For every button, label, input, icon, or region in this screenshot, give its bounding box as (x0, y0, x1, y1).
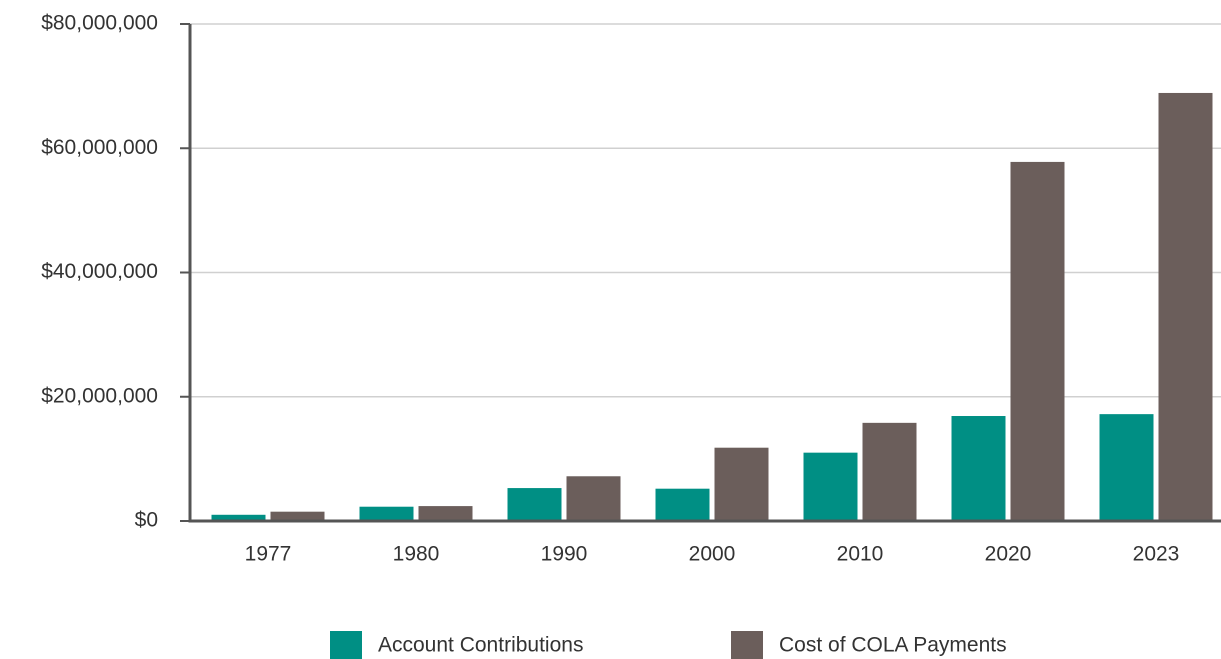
x-tick-label: 2020 (985, 543, 1032, 566)
bar (1010, 161, 1065, 522)
bar (1099, 414, 1154, 521)
bar (803, 452, 858, 521)
legend-label: Account Contributions (378, 634, 583, 657)
legend-swatch (731, 631, 763, 659)
x-tick-label: 1977 (245, 543, 292, 566)
y-tick-label: $80,000,000 (41, 12, 158, 35)
bar (418, 506, 473, 521)
bar (270, 511, 325, 521)
bar (951, 416, 1006, 521)
bar (507, 488, 562, 521)
bar (566, 476, 621, 521)
y-tick-label: $40,000,000 (41, 260, 158, 283)
legend-swatch (330, 631, 362, 659)
bar (655, 488, 710, 521)
x-tick-label: 1990 (541, 543, 588, 566)
x-tick-label: 1980 (393, 543, 440, 566)
y-tick-label: $20,000,000 (41, 384, 158, 407)
y-tick-label: $60,000,000 (41, 136, 158, 159)
bar (862, 422, 917, 521)
bar (1158, 92, 1213, 522)
legend-label: Cost of COLA Payments (779, 634, 1007, 657)
x-tick-label: 2023 (1133, 543, 1180, 566)
bar (211, 514, 266, 521)
y-tick-label: $0 (135, 509, 158, 532)
x-tick-label: 2010 (837, 543, 884, 566)
bar (359, 506, 414, 521)
x-tick-label: 2000 (689, 543, 736, 566)
bar (714, 447, 769, 521)
